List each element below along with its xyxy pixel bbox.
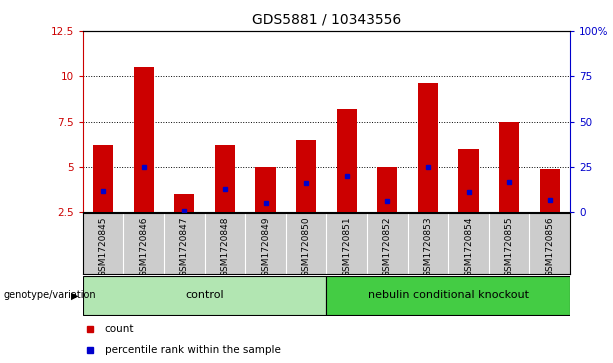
- Bar: [83, 276, 326, 315]
- Text: GSM1720853: GSM1720853: [424, 216, 432, 277]
- Text: GSM1720846: GSM1720846: [139, 216, 148, 277]
- Text: GSM1720854: GSM1720854: [464, 216, 473, 277]
- Bar: [459, 149, 479, 212]
- Text: nebulin conditional knockout: nebulin conditional knockout: [368, 290, 529, 301]
- Bar: [326, 276, 570, 315]
- Bar: [134, 67, 154, 212]
- Bar: [499, 122, 519, 212]
- Text: ▶: ▶: [71, 290, 78, 301]
- Bar: [296, 140, 316, 212]
- Bar: [215, 145, 235, 212]
- Bar: [377, 167, 397, 212]
- Text: GSM1720845: GSM1720845: [99, 216, 107, 277]
- Text: GSM1720855: GSM1720855: [504, 216, 514, 277]
- Text: GSM1720849: GSM1720849: [261, 216, 270, 277]
- Text: GSM1720851: GSM1720851: [342, 216, 351, 277]
- Bar: [256, 167, 276, 212]
- Text: GSM1720848: GSM1720848: [221, 216, 229, 277]
- Text: GSM1720850: GSM1720850: [302, 216, 311, 277]
- Bar: [418, 83, 438, 212]
- Text: count: count: [105, 324, 134, 334]
- Text: genotype/variation: genotype/variation: [3, 290, 96, 301]
- Bar: [337, 109, 357, 212]
- Text: GSM1720856: GSM1720856: [546, 216, 554, 277]
- Text: GSM1720847: GSM1720847: [180, 216, 189, 277]
- Text: GSM1720852: GSM1720852: [383, 216, 392, 277]
- Title: GDS5881 / 10343556: GDS5881 / 10343556: [252, 13, 401, 27]
- Text: percentile rank within the sample: percentile rank within the sample: [105, 345, 281, 355]
- Text: control: control: [185, 290, 224, 301]
- Bar: [174, 194, 194, 212]
- Bar: [93, 145, 113, 212]
- Bar: [539, 169, 560, 212]
